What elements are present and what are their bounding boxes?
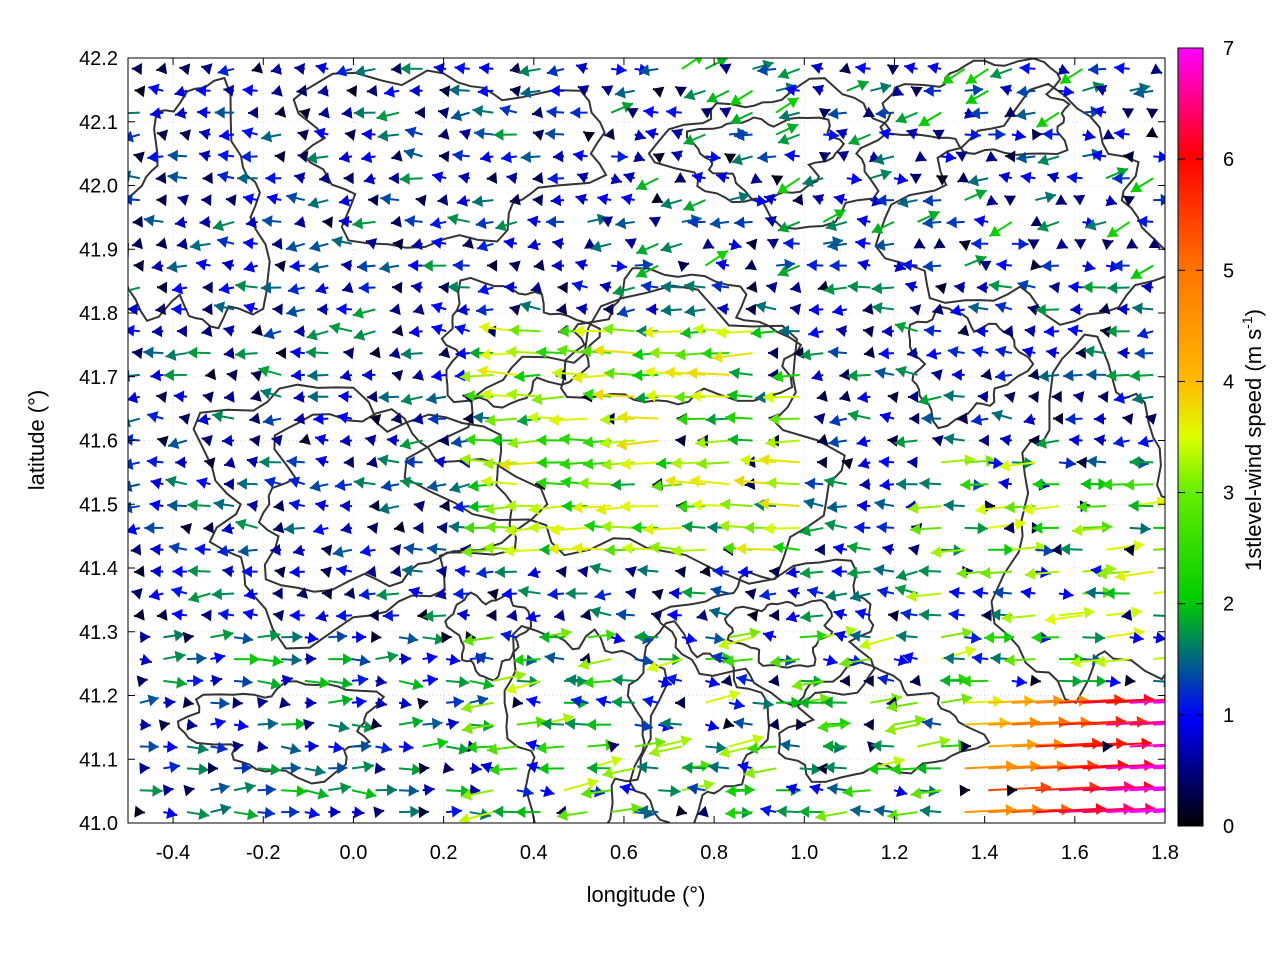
y-tick-label: 41.1 xyxy=(79,749,118,771)
y-tick-label: 41.3 xyxy=(79,622,118,644)
wind-vector-shaft xyxy=(1153,681,1174,682)
y-tick-label: 41.7 xyxy=(79,367,118,389)
y-axis-title: latitude (°) xyxy=(24,390,49,491)
colorbar-tick-label: 4 xyxy=(1223,371,1234,393)
wind-vector-head xyxy=(1161,194,1171,206)
wind-vector-head xyxy=(1233,780,1243,792)
x-tick-label: 1.4 xyxy=(971,842,999,864)
wind-vector-head xyxy=(1235,758,1245,770)
wind-vector-head xyxy=(1165,610,1175,622)
x-tick-label: 0.8 xyxy=(700,842,728,864)
wind-vector-head xyxy=(1227,693,1237,705)
colorbar-title-superscript: -1 xyxy=(1239,316,1255,329)
wind-vector-head xyxy=(118,285,129,297)
y-tick-label: 42.0 xyxy=(79,176,118,198)
x-tick-label: 0.0 xyxy=(340,842,368,864)
y-tick-label: 41.9 xyxy=(79,239,118,261)
colorbar-title-main: 1stlevel-wind speed (m s xyxy=(1241,329,1266,571)
colorbar-title: 1stlevel-wind speed (m s-1) xyxy=(1239,309,1266,571)
wind-vector-head xyxy=(1225,737,1235,749)
colorbar-tick-label: 0 xyxy=(1223,816,1234,838)
colorbar-title-close: ) xyxy=(1241,309,1266,316)
wind-vector-shaft xyxy=(1153,615,1175,616)
wind-vector-head xyxy=(1210,802,1220,814)
wind-vector-head xyxy=(1169,522,1179,534)
x-tick-label: -0.2 xyxy=(246,842,280,864)
y-tick-label: 42.2 xyxy=(79,48,118,70)
wind-vector-head xyxy=(122,194,132,206)
y-tick-label: 41.6 xyxy=(79,431,118,453)
x-tick-label: 0.2 xyxy=(430,842,458,864)
y-tick-label: 41.4 xyxy=(79,558,118,580)
colorbar xyxy=(1178,48,1203,826)
y-tick-label: 41.8 xyxy=(79,303,118,325)
x-axis-title: longitude (°) xyxy=(587,882,706,907)
x-tick-label: 1.6 xyxy=(1061,842,1089,864)
wind-vector-head xyxy=(1164,694,1174,706)
colorbar-tick-label: 1 xyxy=(1223,705,1234,727)
colorbar-tick-label: 3 xyxy=(1223,483,1234,505)
wind-vector-shaft xyxy=(118,113,139,114)
colorbar-tick-label: 2 xyxy=(1223,594,1234,616)
wind-vector-head xyxy=(1234,802,1244,814)
y-tick-label: 41.5 xyxy=(79,494,118,516)
y-tick-label: 41.2 xyxy=(79,686,118,708)
x-tick-label: 1.2 xyxy=(881,842,909,864)
colorbar-tick-label: 7 xyxy=(1223,38,1234,60)
x-tick-label: 1.8 xyxy=(1151,842,1179,864)
wind-vector-head xyxy=(1202,781,1212,793)
x-tick-label: 1.0 xyxy=(790,842,818,864)
wind-vector-head xyxy=(118,107,128,119)
x-tick-label: 0.4 xyxy=(520,842,548,864)
y-tick-label: 42.1 xyxy=(79,112,118,134)
colorbar-tick-label: 5 xyxy=(1223,260,1234,282)
x-tick-label: 0.6 xyxy=(610,842,638,864)
colorbar-tick-label: 6 xyxy=(1223,149,1234,171)
x-tick-label: -0.4 xyxy=(156,842,190,864)
y-tick-label: 41.0 xyxy=(79,813,118,835)
